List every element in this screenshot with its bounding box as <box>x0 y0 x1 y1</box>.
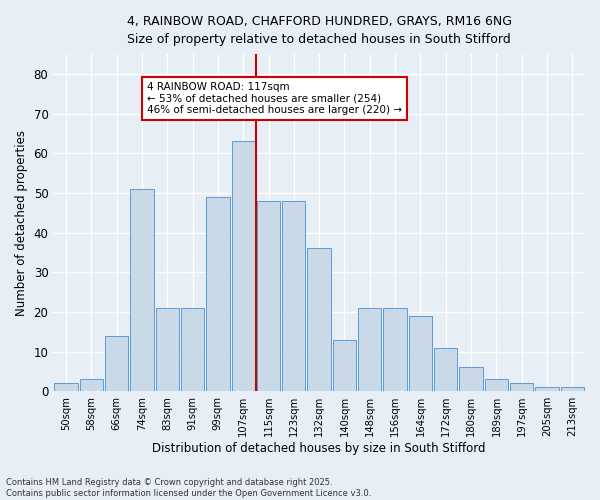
Bar <box>206 197 230 391</box>
Bar <box>55 384 77 391</box>
Bar <box>434 348 457 391</box>
Bar <box>105 336 128 391</box>
Text: Contains HM Land Registry data © Crown copyright and database right 2025.
Contai: Contains HM Land Registry data © Crown c… <box>6 478 371 498</box>
Bar <box>510 384 533 391</box>
Bar <box>460 368 483 391</box>
Bar <box>535 387 559 391</box>
Bar <box>383 308 407 391</box>
Text: 4 RAINBOW ROAD: 117sqm
← 53% of detached houses are smaller (254)
46% of semi-de: 4 RAINBOW ROAD: 117sqm ← 53% of detached… <box>147 82 402 115</box>
Bar <box>333 340 356 391</box>
Bar <box>409 316 432 391</box>
Bar <box>232 142 255 391</box>
Bar <box>282 201 305 391</box>
Y-axis label: Number of detached properties: Number of detached properties <box>15 130 28 316</box>
Bar <box>560 387 584 391</box>
Bar <box>80 380 103 391</box>
Bar <box>485 380 508 391</box>
Bar <box>155 308 179 391</box>
X-axis label: Distribution of detached houses by size in South Stifford: Distribution of detached houses by size … <box>152 442 486 455</box>
Bar <box>130 189 154 391</box>
Bar <box>307 248 331 391</box>
Title: 4, RAINBOW ROAD, CHAFFORD HUNDRED, GRAYS, RM16 6NG
Size of property relative to : 4, RAINBOW ROAD, CHAFFORD HUNDRED, GRAYS… <box>127 15 512 46</box>
Bar <box>257 201 280 391</box>
Bar <box>181 308 204 391</box>
Bar <box>358 308 382 391</box>
